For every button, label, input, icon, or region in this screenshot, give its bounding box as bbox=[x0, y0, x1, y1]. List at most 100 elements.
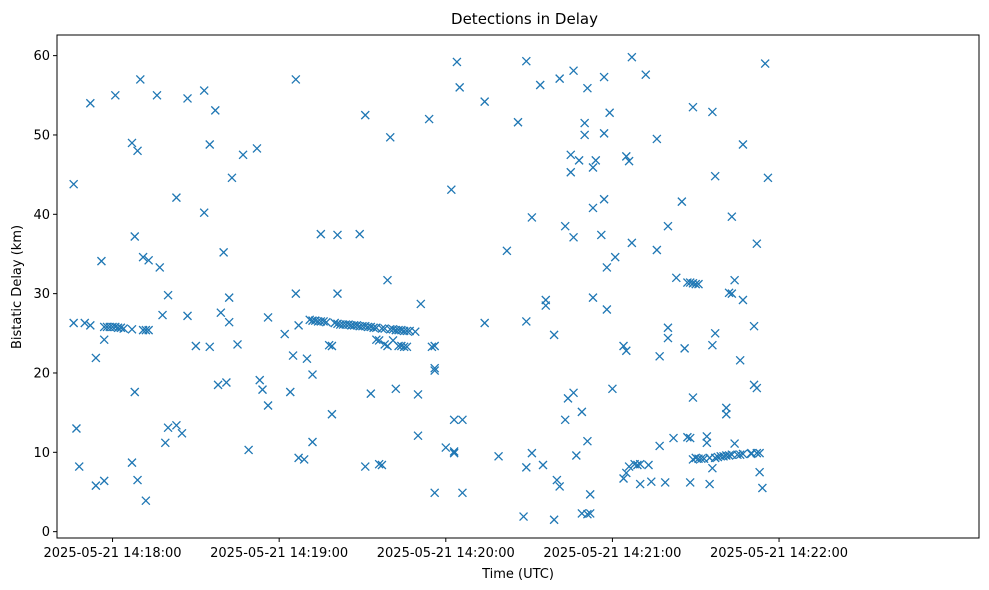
data-point bbox=[727, 289, 737, 299]
data-point bbox=[602, 305, 612, 314]
data-point bbox=[585, 489, 595, 499]
data-point bbox=[621, 151, 631, 161]
data-point bbox=[85, 98, 95, 108]
data-point bbox=[580, 130, 590, 140]
data-point bbox=[705, 479, 715, 489]
data-point bbox=[605, 108, 615, 118]
data-point bbox=[521, 316, 531, 326]
data-point bbox=[374, 459, 384, 469]
data-point bbox=[183, 94, 192, 103]
data-point bbox=[560, 221, 570, 231]
data-point bbox=[588, 293, 598, 303]
data-point bbox=[399, 342, 409, 352]
data-point bbox=[258, 385, 267, 395]
data-point bbox=[430, 366, 440, 376]
data-point bbox=[449, 415, 459, 425]
data-point bbox=[355, 229, 365, 239]
data-point bbox=[607, 384, 617, 394]
data-point bbox=[621, 346, 631, 356]
data-point bbox=[377, 460, 387, 470]
data-point bbox=[155, 262, 165, 272]
data-point bbox=[330, 318, 340, 328]
data-point bbox=[588, 163, 598, 172]
data-point bbox=[721, 409, 731, 419]
data-point bbox=[333, 230, 342, 240]
data-point bbox=[569, 232, 579, 242]
data-point bbox=[144, 325, 154, 335]
data-point bbox=[760, 59, 770, 69]
data-point bbox=[183, 311, 192, 321]
data-point bbox=[724, 288, 734, 298]
data-point bbox=[238, 150, 248, 160]
y-tick-label: 0 bbox=[42, 525, 50, 540]
data-point bbox=[707, 340, 717, 350]
data-point bbox=[702, 431, 712, 441]
data-point bbox=[569, 66, 579, 76]
y-tick-label: 30 bbox=[33, 287, 50, 302]
data-point bbox=[380, 339, 390, 349]
data-point bbox=[521, 56, 531, 66]
data-point bbox=[383, 275, 392, 285]
data-point bbox=[391, 384, 401, 394]
chart-title: Detections in Delay bbox=[451, 10, 598, 28]
data-point bbox=[685, 278, 695, 287]
x-tick-label: 2025-05-21 14:22:00 bbox=[710, 546, 848, 561]
data-point bbox=[280, 329, 290, 339]
data-point bbox=[652, 134, 662, 144]
data-point bbox=[652, 245, 662, 255]
data-point bbox=[371, 335, 381, 345]
data-point bbox=[752, 448, 762, 458]
data-point bbox=[177, 428, 187, 438]
data-point bbox=[644, 460, 653, 470]
data-point bbox=[449, 447, 459, 456]
data-point bbox=[752, 383, 762, 393]
data-point bbox=[602, 262, 612, 272]
data-point bbox=[377, 324, 387, 334]
data-points bbox=[69, 52, 773, 525]
data-point bbox=[205, 140, 215, 149]
x-tick-label: 2025-05-21 14:20:00 bbox=[377, 546, 515, 561]
data-point bbox=[710, 171, 720, 181]
data-point bbox=[163, 290, 173, 300]
data-point bbox=[763, 173, 773, 183]
data-point bbox=[210, 105, 220, 115]
data-point bbox=[635, 479, 645, 489]
data-point bbox=[596, 230, 606, 240]
y-tick-label: 20 bbox=[33, 366, 50, 381]
data-point bbox=[591, 155, 601, 165]
data-point bbox=[263, 312, 273, 322]
data-point bbox=[141, 325, 151, 335]
data-point bbox=[360, 462, 370, 472]
data-point bbox=[416, 299, 426, 309]
data-point bbox=[308, 437, 317, 447]
data-point bbox=[171, 193, 181, 203]
data-point bbox=[655, 441, 665, 451]
data-point bbox=[449, 448, 459, 458]
data-point bbox=[457, 488, 467, 498]
data-point bbox=[535, 80, 545, 90]
data-point bbox=[285, 387, 295, 397]
data-point bbox=[646, 477, 656, 487]
data-point bbox=[627, 238, 637, 248]
data-point bbox=[549, 330, 559, 340]
data-point bbox=[99, 335, 109, 345]
data-point bbox=[69, 179, 79, 189]
plot-area-frame bbox=[56, 34, 980, 539]
data-point bbox=[199, 86, 209, 95]
data-point bbox=[569, 388, 579, 398]
data-point bbox=[694, 279, 703, 289]
data-point bbox=[96, 256, 106, 266]
data-point bbox=[452, 57, 462, 67]
data-point bbox=[374, 335, 384, 345]
data-point bbox=[110, 90, 120, 100]
data-point bbox=[135, 74, 145, 84]
data-point bbox=[552, 475, 562, 485]
data-point bbox=[527, 448, 537, 458]
data-point bbox=[599, 72, 609, 82]
data-point bbox=[191, 341, 201, 351]
data-point bbox=[727, 212, 737, 222]
data-point bbox=[527, 213, 537, 222]
data-point bbox=[749, 321, 759, 331]
data-point bbox=[446, 185, 456, 195]
data-point bbox=[71, 424, 81, 433]
